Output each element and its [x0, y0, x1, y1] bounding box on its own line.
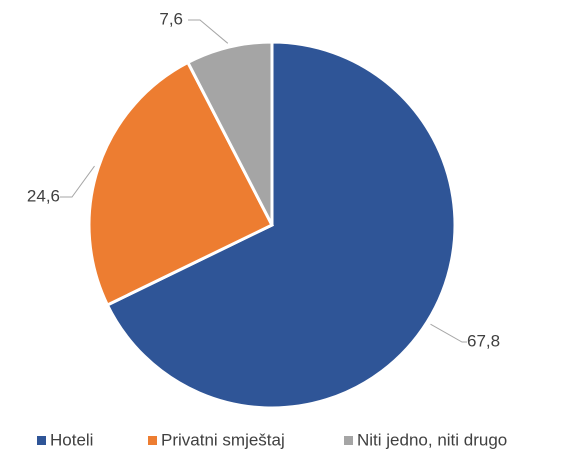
pie-slice	[87, 60, 275, 307]
data-label: 24,6	[27, 186, 60, 205]
leader-line	[60, 165, 95, 198]
legend-label: Hoteli	[50, 430, 93, 449]
legend-swatch	[37, 436, 46, 445]
legend-swatch	[148, 436, 157, 445]
legend-label: Niti jedno, niti drugo	[357, 430, 507, 449]
data-label: 67,8	[467, 331, 500, 350]
data-label: 7,6	[159, 9, 183, 28]
legend-swatch	[344, 436, 353, 445]
pie-slice	[105, 40, 457, 410]
leader-line	[188, 19, 229, 44]
legend-label: Privatni smještaj	[161, 430, 285, 449]
pie-slice	[185, 40, 274, 226]
leader-line	[430, 323, 467, 343]
